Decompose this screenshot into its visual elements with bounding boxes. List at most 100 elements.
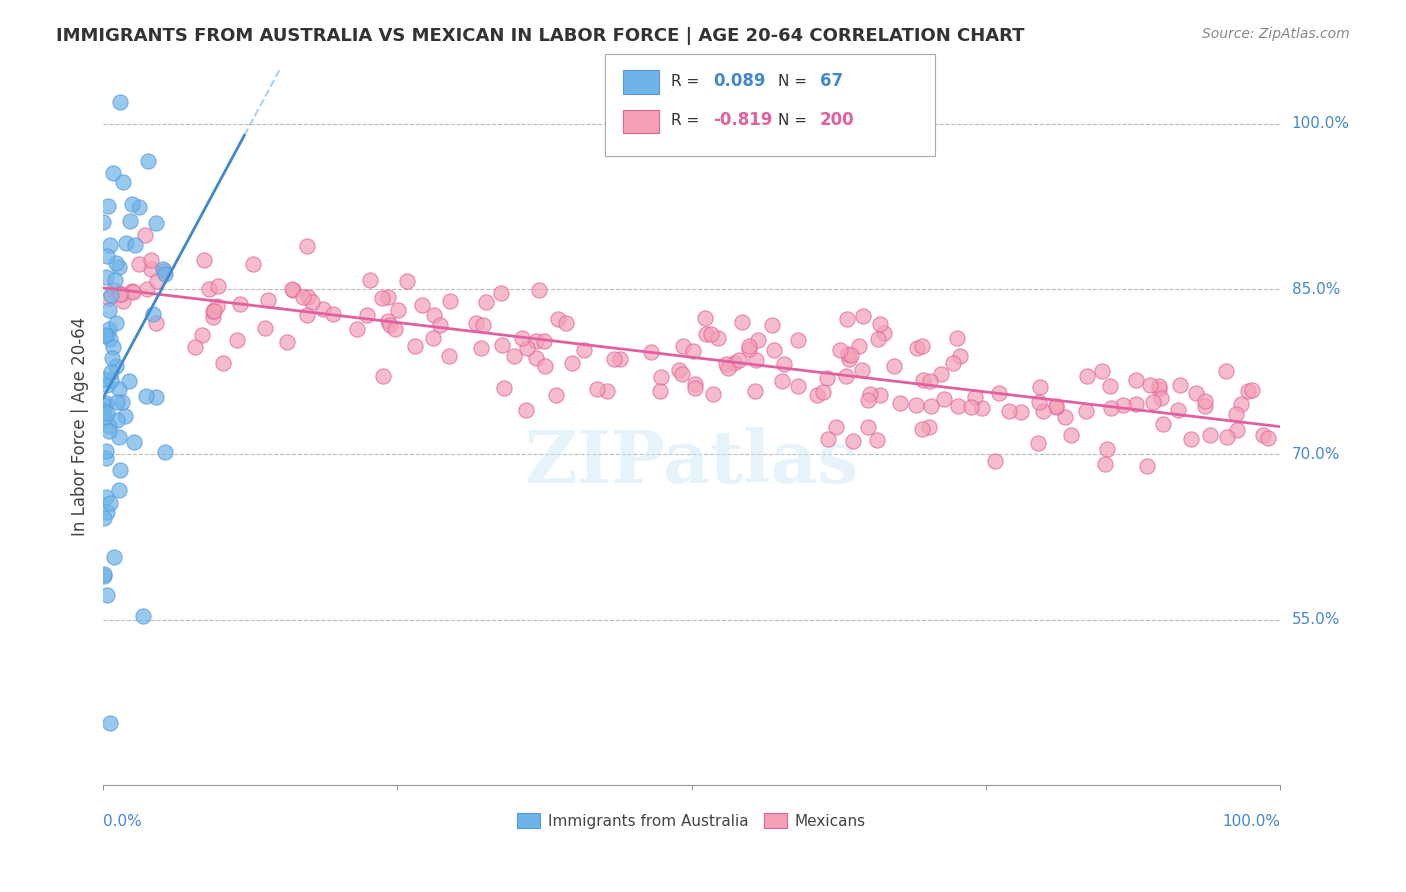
Point [105, 316, 128, 330]
Point [859, 386, 882, 401]
Point [201, 310, 224, 324]
Point [1226, 423, 1249, 437]
Point [134, 228, 156, 243]
Point [111, 395, 134, 409]
Point [136, 282, 159, 296]
Point [94, 372, 117, 386]
Point [1099, 401, 1122, 416]
Text: 100.0%: 100.0% [1222, 814, 1279, 829]
Point [103, 549, 125, 564]
Point [472, 318, 495, 333]
Point [93, 398, 115, 412]
Point [422, 308, 444, 322]
Point [1074, 403, 1097, 417]
Point [929, 367, 952, 381]
Point [359, 272, 381, 286]
Point [108, 463, 131, 477]
Point [1045, 399, 1067, 413]
Point [146, 274, 169, 288]
Point [693, 311, 716, 326]
Point [672, 339, 695, 353]
Point [104, 359, 127, 373]
Point [640, 344, 662, 359]
Point [139, 253, 162, 268]
Point [115, 236, 138, 251]
Point [311, 302, 333, 317]
Point [114, 409, 136, 424]
Point [377, 314, 399, 328]
Point [96, 378, 118, 392]
Point [253, 321, 276, 335]
Point [866, 434, 889, 448]
Point [546, 388, 568, 402]
Point [94, 444, 117, 458]
Point [1229, 397, 1251, 411]
Point [1240, 383, 1263, 397]
Point [112, 175, 135, 189]
Point [912, 373, 935, 387]
Text: -0.819: -0.819 [713, 112, 772, 129]
Point [1032, 404, 1054, 418]
Text: ZIPatlas: ZIPatlas [524, 427, 859, 498]
Point [105, 256, 128, 270]
Point [101, 351, 124, 365]
Point [911, 422, 934, 436]
Text: 70.0%: 70.0% [1292, 447, 1340, 462]
Point [883, 359, 905, 373]
Point [93, 511, 115, 525]
Point [1168, 377, 1191, 392]
Point [380, 318, 402, 332]
Point [998, 403, 1021, 417]
Point [122, 285, 145, 300]
Point [103, 283, 125, 297]
Point [717, 361, 740, 376]
Point [1028, 395, 1050, 409]
Point [825, 419, 848, 434]
Point [94, 490, 117, 504]
Point [695, 327, 717, 342]
Point [702, 386, 724, 401]
Point [554, 316, 576, 330]
Point [108, 383, 131, 397]
Point [108, 483, 131, 498]
Point [1194, 399, 1216, 413]
Point [1028, 436, 1050, 450]
Point [103, 340, 125, 354]
Point [145, 390, 167, 404]
Point [873, 326, 896, 340]
Point [491, 337, 513, 351]
Point [96, 249, 118, 263]
Point [1149, 391, 1171, 405]
Point [371, 291, 394, 305]
Point [920, 400, 942, 414]
Point [105, 413, 128, 427]
Point [683, 377, 706, 392]
Point [1198, 427, 1220, 442]
Point [699, 327, 721, 342]
Point [1194, 393, 1216, 408]
Point [547, 311, 569, 326]
Point [828, 343, 851, 358]
Point [970, 401, 993, 416]
Point [283, 283, 305, 297]
Point [747, 333, 769, 347]
Point [93, 566, 115, 581]
Point [377, 289, 399, 303]
Point [322, 308, 344, 322]
Point [124, 238, 146, 252]
Point [98, 418, 121, 433]
Point [101, 166, 124, 180]
Point [93, 215, 115, 229]
Point [837, 347, 859, 361]
Point [1098, 379, 1121, 393]
Point [1167, 403, 1189, 417]
Point [772, 357, 794, 371]
Point [602, 352, 624, 367]
Point [1125, 397, 1147, 411]
Point [1215, 364, 1237, 378]
Point [98, 237, 121, 252]
Point [153, 267, 176, 281]
Point [139, 262, 162, 277]
Point [787, 379, 810, 393]
Point [295, 309, 318, 323]
